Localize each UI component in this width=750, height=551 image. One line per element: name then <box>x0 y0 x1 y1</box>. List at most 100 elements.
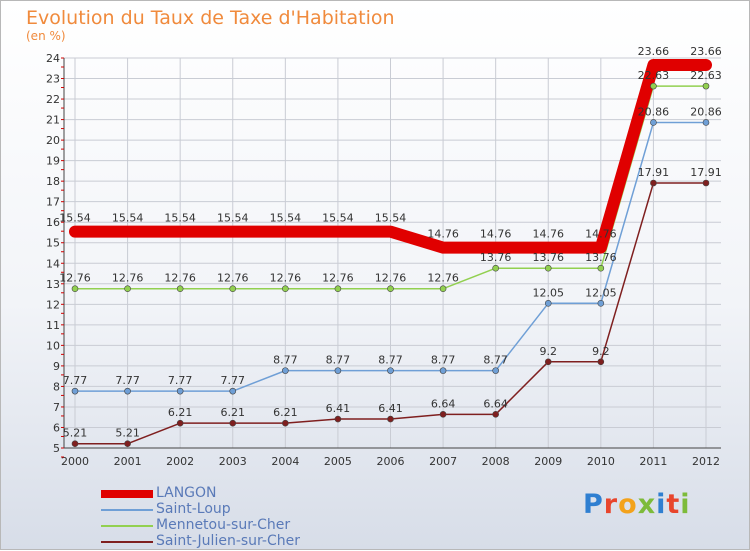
data-label: 8.77 <box>273 354 298 367</box>
point-langon <box>437 242 449 254</box>
x-tick-label: 2004 <box>271 455 299 468</box>
point-series-1 <box>702 119 710 126</box>
logo-letter: x <box>637 489 657 520</box>
legend-label-saint-julien: Saint-Julien-sur-Cher <box>156 533 300 549</box>
y-tick-label: 16 <box>46 216 60 229</box>
data-label: 12.76 <box>59 272 91 285</box>
legend-item-saint-julien: Saint-Julien-sur-Cher <box>101 533 361 550</box>
data-label: 15.54 <box>217 212 249 225</box>
legend-swatch-saint-julien <box>101 541 153 543</box>
y-tick-label: 5 <box>53 442 60 455</box>
x-tick-label: 2008 <box>482 455 510 468</box>
data-label: 12.76 <box>375 272 407 285</box>
data-label: 15.54 <box>164 212 196 225</box>
data-label: 14.76 <box>585 228 617 241</box>
data-label: 7.77 <box>221 374 246 387</box>
point-langon <box>647 59 659 71</box>
x-tick-label: 2007 <box>429 455 457 468</box>
data-label: 13.76 <box>533 251 565 264</box>
point-series-3 <box>176 419 184 427</box>
point-series-1 <box>544 299 552 307</box>
point-langon <box>69 226 81 238</box>
point-series-2 <box>387 285 394 293</box>
point-series-1 <box>334 367 342 374</box>
data-label: 7.77 <box>115 374 140 387</box>
y-tick-label: 20 <box>46 134 60 147</box>
data-label: 9.2 <box>592 345 610 358</box>
point-series-3 <box>597 358 605 366</box>
legend-label-mennetou: Mennetou-sur-Cher <box>156 517 291 533</box>
x-tick-label: 2010 <box>587 455 615 468</box>
data-label: 20.86 <box>690 105 722 118</box>
data-label: 13.76 <box>585 251 617 264</box>
x-tick-label: 2012 <box>692 455 720 468</box>
y-tick-label: 19 <box>46 155 60 168</box>
data-label: 6.41 <box>326 402 351 415</box>
point-series-3 <box>282 419 289 427</box>
point-series-2 <box>334 285 342 293</box>
y-tick-label: 7 <box>53 401 60 414</box>
x-tick-label: 2009 <box>534 455 562 468</box>
data-label: 15.54 <box>375 212 407 225</box>
point-series-3 <box>650 179 657 187</box>
point-series-3 <box>439 411 447 418</box>
data-label: 15.54 <box>270 212 302 225</box>
legend-label-langon: LANGON <box>156 485 217 501</box>
data-labels: 15.54 15.54 15.54 15.54 15.54 15.54 15.54 14.76… <box>59 45 722 440</box>
data-label: 12.76 <box>217 272 249 285</box>
x-tick-label: 2003 <box>219 455 247 468</box>
y-tick-label: 15 <box>46 237 60 250</box>
data-label: 12.05 <box>585 286 617 299</box>
data-label: 6.41 <box>378 402 403 415</box>
point-series-1 <box>282 367 289 374</box>
data-label: 12.76 <box>112 272 144 285</box>
axes: 5 6 7 8 9 10 11 12 13 14 15 16 17 18 19 20 21 22 23 24 2000 2… <box>46 52 721 468</box>
y-tick-label: 6 <box>53 421 60 434</box>
point-series-3 <box>702 179 710 187</box>
point-series-1 <box>597 299 605 307</box>
point-series-1 <box>229 387 237 395</box>
legend: LANGON Saint-Loup Mennetou-sur-Cher Sain… <box>101 485 361 550</box>
data-label: 23.66 <box>638 45 670 58</box>
point-series-1 <box>492 367 499 374</box>
data-label: 22.63 <box>690 69 722 82</box>
y-tick-label: 12 <box>46 298 60 311</box>
legend-item-mennetou: Mennetou-sur-Cher <box>101 517 361 534</box>
data-label: 14.76 <box>480 228 512 241</box>
data-label: 17.91 <box>638 166 670 179</box>
data-label: 15.54 <box>322 212 354 225</box>
point-langon <box>385 226 396 238</box>
point-series-1 <box>176 387 184 395</box>
data-label: 8.77 <box>326 354 351 367</box>
point-series-3 <box>544 358 552 366</box>
point-series-2 <box>544 264 552 272</box>
grid <box>64 57 721 449</box>
data-label: 6.21 <box>221 406 246 419</box>
logo-letter: i <box>680 489 691 520</box>
data-label: 12.76 <box>427 272 459 285</box>
y-tick-label: 24 <box>46 52 60 65</box>
x-tick-label: 2006 <box>377 455 405 468</box>
y-tick-label: 23 <box>46 73 60 86</box>
data-label: 12.76 <box>164 272 196 285</box>
logo-letter: r <box>603 489 619 520</box>
y-tick-label: 22 <box>46 93 60 106</box>
point-series-3 <box>124 440 131 447</box>
data-label: 23.66 <box>690 45 722 58</box>
point-series-3 <box>387 415 394 423</box>
point-series-1 <box>387 367 394 374</box>
legend-item-langon: LANGON <box>101 485 361 502</box>
point-langon <box>595 242 607 254</box>
point-series-2 <box>282 285 289 293</box>
y-tick-label: 17 <box>46 196 60 209</box>
point-series-2 <box>597 264 605 272</box>
data-label: 6.64 <box>483 397 508 410</box>
legend-swatch-saint-loup <box>101 509 153 511</box>
y-tick-label: 10 <box>46 339 60 352</box>
y-tick-label: 8 <box>53 380 60 393</box>
legend-swatch-mennetou <box>101 525 153 527</box>
data-label: 14.76 <box>533 228 565 241</box>
chart-subtitle: (en %) <box>26 29 66 43</box>
logo-letter: o <box>618 489 638 520</box>
